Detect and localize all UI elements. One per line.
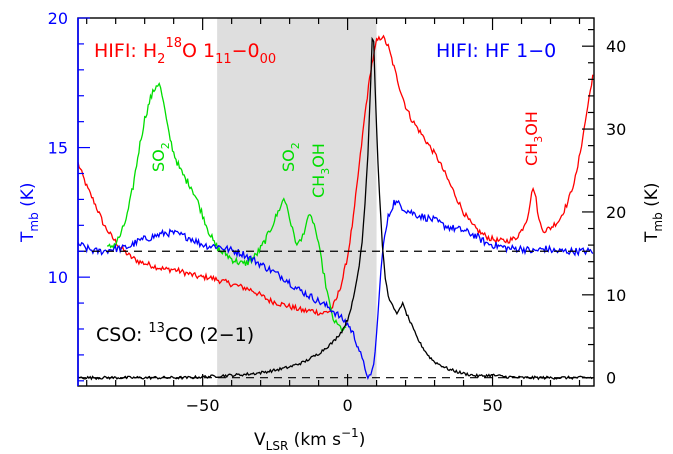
y-left-tick-label: 15 <box>48 139 68 158</box>
so2_segment-series-line <box>106 82 347 333</box>
so2-label-1: SO2 <box>149 142 172 172</box>
so2-label-2: SO2 <box>279 142 302 172</box>
y-right-tick-label: 0 <box>606 369 616 388</box>
y-right-tick-label: 40 <box>606 37 626 56</box>
hifi-hf-label: HIFI: HF 1−0 <box>436 40 556 62</box>
y-left-tick-label: 20 <box>48 9 68 28</box>
ch3oh-green-label: CH3OH <box>309 143 332 198</box>
h2o-series-line <box>77 34 594 316</box>
x-tick-label: 0 <box>343 396 353 415</box>
y-right-tick-label: 10 <box>606 286 626 305</box>
series-lines <box>77 34 594 381</box>
y-left-tick-label: 10 <box>48 268 68 287</box>
shaded-velocity-region <box>217 18 377 386</box>
co-series-line <box>77 36 594 381</box>
axis-ticks: −50 0 50 10 15 20 0 10 20 30 40 <box>48 9 627 415</box>
y-right-tick-label: 30 <box>606 120 626 139</box>
y-right-tick-label: 20 <box>606 203 626 222</box>
hf-series-line <box>77 199 594 380</box>
y-axis-left-title: Tmb (K) <box>18 182 41 243</box>
x-axis-title: VLSR (km s−1) <box>254 426 365 453</box>
x-tick-label: −50 <box>186 396 220 415</box>
x-tick-label: 50 <box>482 396 502 415</box>
cso-co-label: CSO: 13CO (2−1) <box>96 321 254 346</box>
ch3oh-red-label: CH3OH <box>522 111 545 166</box>
hifi-h2o-label: HIFI: H218O 111−000 <box>94 36 276 67</box>
y-axis-right-title: Tmb (K) <box>642 182 665 243</box>
